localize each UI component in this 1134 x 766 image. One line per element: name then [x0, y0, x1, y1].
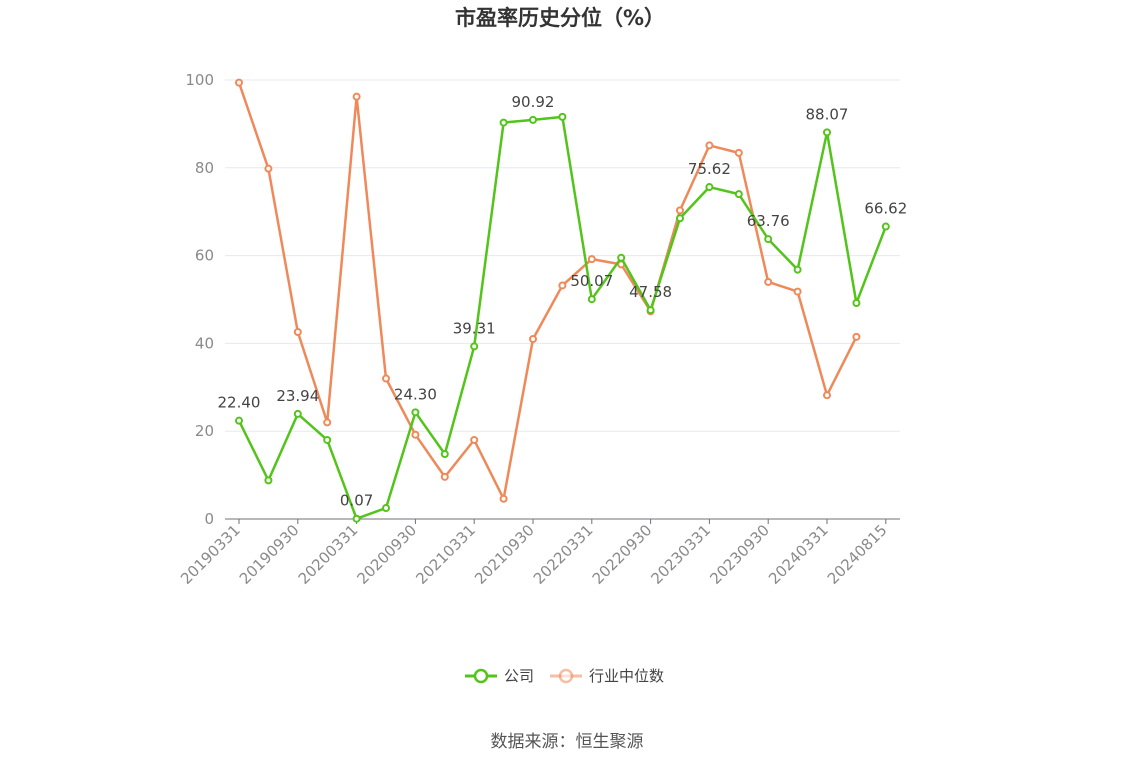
- data-point: [470, 435, 479, 444]
- data-label: 63.76: [747, 212, 790, 230]
- data-point: [587, 295, 596, 304]
- data-point: [411, 430, 420, 439]
- data-point: [440, 450, 449, 459]
- data-point: [676, 206, 684, 215]
- grid: [225, 79, 900, 432]
- data-point: [235, 78, 243, 87]
- x-tick-label: 20210331: [412, 521, 479, 588]
- data-point: [411, 408, 420, 417]
- data-label: 0.07: [340, 492, 373, 510]
- data-point: [734, 190, 743, 199]
- data-point: [529, 335, 537, 344]
- x-axis: 2019033120190930202003312020093020210331…: [177, 518, 900, 588]
- legend-label: 行业中位数: [589, 667, 664, 685]
- data-point: [499, 494, 508, 503]
- legend-item-industry-median[interactable]: 行业中位数: [550, 667, 664, 685]
- chart-title: 市盈率历史分位（%）: [455, 6, 665, 30]
- data-label: 50.07: [570, 272, 613, 290]
- data-label: 47.58: [629, 283, 672, 301]
- data-point: [235, 416, 243, 425]
- data-point: [499, 118, 508, 127]
- data-point: [293, 409, 302, 418]
- x-tick-label: 20210930: [471, 521, 538, 588]
- data-point: [587, 255, 596, 264]
- legend-label: 公司: [504, 667, 534, 685]
- y-tick-label: 0: [204, 510, 214, 528]
- legend[interactable]: 公司 行业中位数: [465, 667, 664, 685]
- data-label: 39.31: [453, 319, 496, 337]
- series-line: [237, 82, 858, 501]
- data-point: [352, 514, 361, 523]
- y-tick-label: 40: [195, 334, 214, 352]
- x-tick-label: 20190331: [177, 521, 244, 588]
- data-point: [705, 141, 714, 150]
- data-point: [264, 164, 273, 173]
- data-label: 66.62: [864, 200, 907, 218]
- data-point: [676, 214, 684, 223]
- data-point: [764, 277, 773, 286]
- data-point: [617, 253, 626, 262]
- x-tick-label: 20230331: [648, 521, 715, 588]
- data-labels: 22.40 23.94 0.07 24.30 39.31 90.92 50.07 47.58 7…: [218, 93, 908, 510]
- data-point: [881, 222, 890, 231]
- x-tick-label: 20220331: [530, 521, 597, 588]
- legend-item-company[interactable]: 公司: [465, 667, 534, 685]
- data-point: [529, 115, 537, 124]
- data-label: 22.40: [218, 394, 261, 412]
- y-tick-label: 100: [185, 71, 214, 89]
- y-tick-label: 60: [195, 247, 214, 265]
- data-point: [764, 235, 773, 244]
- data-label: 24.30: [394, 385, 437, 403]
- data-point: [323, 418, 332, 427]
- legend-marker: [473, 668, 489, 684]
- data-label: 90.92: [512, 93, 555, 111]
- data-point: [793, 265, 802, 274]
- y-axis: 0 20 40 60 80 100: [185, 71, 214, 528]
- data-point: [558, 112, 567, 121]
- data-point: [823, 391, 831, 400]
- x-tick-label: 20240331: [765, 521, 832, 588]
- data-point: [382, 374, 390, 383]
- source-note: 数据来源：恒生聚源: [491, 732, 644, 752]
- data-label: 75.62: [688, 160, 731, 178]
- y-tick-label: 80: [195, 159, 214, 177]
- data-label: 23.94: [276, 387, 319, 405]
- data-point: [323, 435, 332, 444]
- series-company: [235, 112, 890, 523]
- data-point: [852, 299, 861, 308]
- data-point: [852, 332, 861, 341]
- legend-marker: [558, 668, 574, 684]
- y-tick-label: 20: [195, 422, 214, 440]
- data-point: [382, 504, 390, 513]
- data-point: [734, 148, 743, 157]
- x-tick-label: 20190930: [236, 521, 303, 588]
- data-point: [470, 342, 479, 351]
- x-tick-label: 20230930: [706, 521, 773, 588]
- data-point: [705, 183, 714, 192]
- data-point: [646, 306, 655, 315]
- data-point: [793, 287, 802, 296]
- x-tick-label: 20200930: [354, 521, 421, 588]
- data-point: [352, 92, 361, 101]
- x-tick-label: 20240815: [824, 521, 891, 588]
- data-point: [264, 476, 273, 485]
- data-point: [823, 128, 831, 137]
- x-tick-label: 20200331: [295, 521, 362, 588]
- series-layer: [235, 78, 890, 523]
- x-tick-label: 20220930: [589, 521, 656, 588]
- data-point: [293, 327, 302, 336]
- data-label: 88.07: [806, 105, 849, 123]
- data-point: [440, 472, 449, 481]
- data-point: [558, 281, 567, 290]
